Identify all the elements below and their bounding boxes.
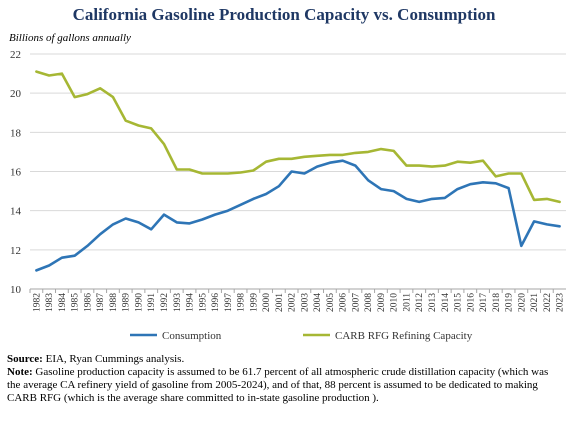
x-tick-label: 2009 <box>377 293 387 312</box>
x-tick-label: 1999 <box>249 293 259 312</box>
carb-rfg-refining-capacity-line <box>35 70 561 204</box>
x-tick-label: 1984 <box>58 293 68 312</box>
y-axis-ticks: 10 12 14 16 18 20 22 <box>10 49 22 296</box>
x-tick-label: 2004 <box>313 293 323 312</box>
x-tick-label: 1986 <box>83 293 93 312</box>
x-tick-label: 2013 <box>428 293 438 312</box>
methodology-note: Note: Gasoline production capacity is as… <box>7 366 559 405</box>
x-tick-label: 1987 <box>96 293 106 312</box>
x-tick-label: 1992 <box>160 293 170 312</box>
x-tick-label: 2007 <box>351 293 361 312</box>
y-tick-label: 20 <box>10 88 22 100</box>
x-tick-label: 2016 <box>466 293 476 312</box>
x-tick-label: 2014 <box>441 293 451 312</box>
x-tick-label: 2023 <box>556 293 566 312</box>
x-tick-label: 2015 <box>454 293 464 312</box>
x-tick-label: 2003 <box>300 293 310 312</box>
x-tick-label: 1982 <box>32 293 42 312</box>
x-tick-label: 1997 <box>224 293 234 312</box>
x-tick-label: 2005 <box>326 293 336 312</box>
x-tick-label: 2011 <box>402 293 412 312</box>
x-tick-label: 2002 <box>288 293 298 312</box>
x-tick-label: 1983 <box>45 293 55 312</box>
source-text: EIA, Ryan Cummings analysis. <box>42 353 185 365</box>
x-tick-label: 2020 <box>517 293 527 312</box>
x-tick-label: 2010 <box>390 293 400 312</box>
y-tick-label: 12 <box>10 245 21 257</box>
x-tick-label: 2008 <box>364 293 374 312</box>
legend-label: Consumption <box>162 330 222 342</box>
y-tick-label: 22 <box>10 49 21 61</box>
y-tick-label: 16 <box>10 167 22 179</box>
x-tick-label: 2012 <box>415 293 425 312</box>
x-tick-label: 2018 <box>492 293 502 312</box>
x-tick-label: 1988 <box>109 293 119 312</box>
x-tick-label: 1990 <box>134 293 144 312</box>
y-tick-label: 10 <box>10 284 22 296</box>
consumption-line <box>35 159 561 272</box>
x-tick-label: 2017 <box>479 293 489 312</box>
chart-notes: Source: EIA, Ryan Cummings analysis. Not… <box>7 353 559 405</box>
legend: Consumption CARB RFG Refining Capacity <box>130 330 473 342</box>
x-tick-label: 2019 <box>505 293 515 312</box>
x-tick-label: 1996 <box>211 293 221 312</box>
x-tick-label: 2022 <box>543 293 553 312</box>
x-tick-label: 2006 <box>339 293 349 312</box>
source-note: Source: EIA, Ryan Cummings analysis. <box>7 353 559 366</box>
series-lines <box>35 70 561 272</box>
y-tick-label: 18 <box>10 127 22 139</box>
source-label: Source: <box>7 353 43 365</box>
x-tick-label: 1994 <box>186 293 196 312</box>
note-label: Note: <box>7 366 33 378</box>
y-tick-label: 14 <box>10 206 22 218</box>
x-axis-ticks: 1982 1983 1984 1985 1986 1987 1988 1989 1990 1991… <box>29 289 566 312</box>
legend-label: CARB RFG Refining Capacity <box>335 330 473 342</box>
x-tick-label: 1998 <box>237 293 247 312</box>
x-tick-label: 1991 <box>147 293 157 312</box>
chart-title: California Gasoline Production Capacity … <box>72 5 496 24</box>
x-tick-label: 1985 <box>71 293 81 312</box>
x-tick-label: 1995 <box>198 293 208 312</box>
y-axis-unit-label: Billions of gallons annually <box>9 32 131 44</box>
x-tick-label: 2000 <box>262 293 272 312</box>
x-tick-label: 2021 <box>530 293 540 312</box>
note-text: Gasoline production capacity is assumed … <box>7 366 549 404</box>
x-tick-label: 1993 <box>173 293 183 312</box>
x-tick-label: 2001 <box>275 293 285 312</box>
x-tick-label: 1989 <box>122 293 132 312</box>
